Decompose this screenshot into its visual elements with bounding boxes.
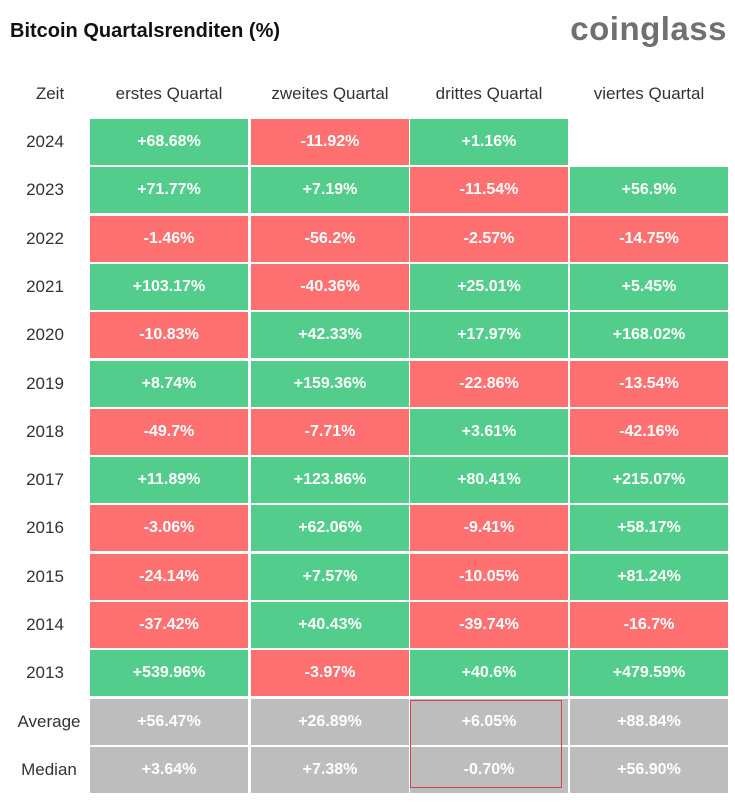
return-cell: +56.90% [570, 747, 728, 793]
return-cell: -42.16% [570, 409, 728, 455]
return-cell: -2.57% [410, 216, 568, 262]
column-header-1: erstes Quartal [115, 84, 223, 103]
return-cell: +25.01% [410, 264, 568, 310]
column-header-4: viertes Quartal [593, 84, 705, 103]
return-cell: +3.64% [90, 747, 248, 793]
return-cell: -10.05% [410, 554, 568, 600]
return-cell: +539.96% [90, 650, 248, 696]
return-cell: +159.36% [251, 361, 409, 407]
return-cell: +1.16% [410, 119, 568, 165]
return-cell: +7.38% [251, 747, 409, 793]
return-cell: +11.89% [90, 457, 248, 503]
return-cell: +123.86% [251, 457, 409, 503]
column-header-0: Zeit [35, 84, 65, 103]
return-cell: -24.14% [90, 554, 248, 600]
return-cell: +42.33% [251, 312, 409, 358]
return-cell: +6.05% [410, 699, 568, 745]
year-label: 2016 [26, 518, 64, 537]
return-cell: +168.02% [570, 312, 728, 358]
return-cell: +479.59% [570, 650, 728, 696]
year-label: 2015 [26, 567, 64, 586]
return-cell: -7.71% [251, 409, 409, 455]
return-cell: +40.6% [410, 650, 568, 696]
column-header-3: drittes Quartal [435, 84, 543, 103]
return-cell: +40.43% [251, 602, 409, 648]
return-cell: -39.74% [410, 602, 568, 648]
return-cell: -16.7% [570, 602, 728, 648]
return-cell: +88.84% [570, 699, 728, 745]
coinglass-logo: coinglass [570, 10, 727, 47]
return-cell: -3.97% [251, 650, 409, 696]
year-label: 2020 [26, 325, 64, 344]
chart-title: Bitcoin Quartalsrenditen (%) [10, 20, 281, 42]
year-label: 2023 [26, 180, 64, 199]
return-cell: -14.75% [570, 216, 728, 262]
year-label: 2022 [26, 229, 64, 248]
return-cell: +56.47% [90, 699, 248, 745]
year-label: 2014 [26, 615, 64, 634]
return-cell: +62.06% [251, 505, 409, 551]
return-cell: -56.2% [251, 216, 409, 262]
return-cell: +7.19% [251, 167, 409, 213]
return-cell: -10.83% [90, 312, 248, 358]
return-cell: +71.77% [90, 167, 248, 213]
year-label: 2017 [26, 470, 64, 489]
return-cell: -3.06% [90, 505, 248, 551]
return-cell: +8.74% [90, 361, 248, 407]
return-cell: +26.89% [251, 699, 409, 745]
return-cell: -22.86% [410, 361, 568, 407]
year-label: 2024 [26, 132, 64, 151]
return-cell: -1.46% [90, 216, 248, 262]
summary-label: Average [17, 712, 81, 731]
return-cell: -49.7% [90, 409, 248, 455]
return-cell: +215.07% [570, 457, 728, 503]
year-label: 2021 [26, 277, 64, 296]
return-cell: +17.97% [410, 312, 568, 358]
return-cell: -37.42% [90, 602, 248, 648]
return-cell: -40.36% [251, 264, 409, 310]
return-cell: -9.41% [410, 505, 568, 551]
return-cell: -11.54% [410, 167, 568, 213]
return-cell: +56.9% [570, 167, 728, 213]
return-cell: +5.45% [570, 264, 728, 310]
return-cell: +80.41% [410, 457, 568, 503]
column-header-2: zweites Quartal [271, 84, 389, 103]
return-cell: -0.70% [410, 747, 568, 793]
table-header: Zeit erstes Quartal zweites Quartal drittes… [0, 70, 735, 118]
return-cell: +103.17% [90, 264, 248, 310]
year-label: 2018 [26, 422, 64, 441]
return-cell: +7.57% [251, 554, 409, 600]
return-cell: +81.24% [570, 554, 728, 600]
year-label: 2013 [26, 663, 64, 682]
return-cell: +3.61% [410, 409, 568, 455]
return-cell: -13.54% [570, 361, 728, 407]
return-cell: +68.68% [90, 119, 248, 165]
return-cell: +58.17% [570, 505, 728, 551]
return-cell: -11.92% [251, 119, 409, 165]
summary-label: Median [21, 760, 77, 779]
year-label: 2019 [26, 374, 64, 393]
